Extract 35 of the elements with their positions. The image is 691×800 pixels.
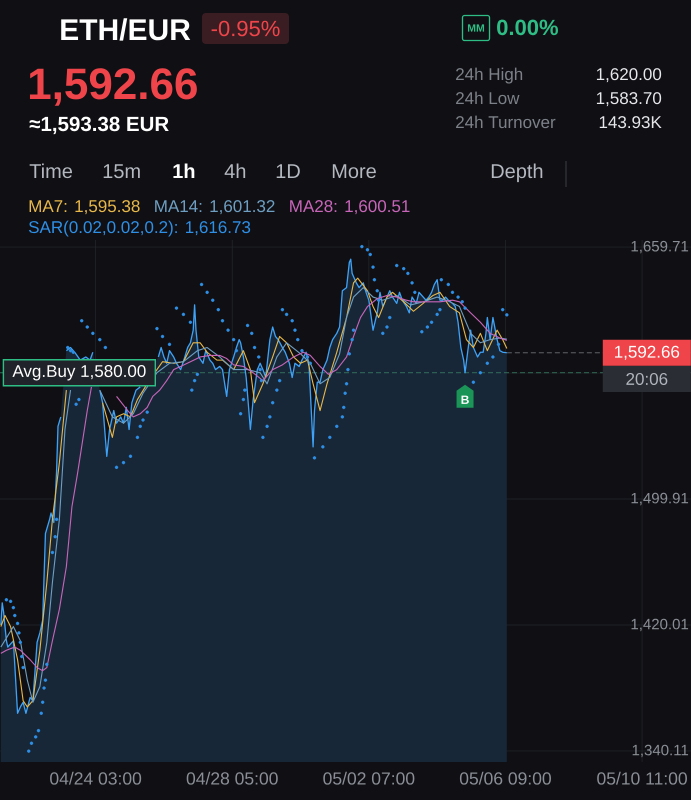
y-tick-label: 1,340.11 <box>632 744 688 758</box>
y-tick-label: 1,659.71 <box>632 240 688 254</box>
x-tick-label: 05/10 11:00 <box>597 772 687 785</box>
x-tick-label: 04/28 05:00 <box>186 772 278 785</box>
text: 24h Turnover <box>456 116 556 128</box>
y-tick-label: 1,499.91 <box>632 492 688 506</box>
text: 24h Low <box>456 92 520 104</box>
text: 24h High <box>456 68 522 84</box>
chart-title: ETH/EUR <box>61 18 190 41</box>
text: 1,620.00 <box>596 68 662 82</box>
text: Time <box>30 164 72 178</box>
annotation: 20:06 <box>626 372 668 386</box>
x-tick-label: 05/06 09:00 <box>460 772 551 785</box>
text: 1,583.70 <box>596 92 662 106</box>
annotation: B <box>462 396 469 404</box>
text: -0.95% <box>212 20 280 36</box>
text: More <box>332 164 376 178</box>
text: MA14: 1,601.32 <box>155 200 274 214</box>
text: 1,592.66 <box>30 68 197 106</box>
text: Depth <box>492 164 542 182</box>
y-tick-label: 1,420.01 <box>632 618 688 632</box>
text: 1h <box>173 164 194 178</box>
text: 4h <box>224 164 246 178</box>
text: 15m <box>104 164 140 178</box>
text: MA28: 1,600.51 <box>290 200 410 214</box>
text: ≈1,593.38 EUR <box>30 116 169 134</box>
ref-line-label: 1,592.66 <box>615 346 680 360</box>
text: 1D <box>276 164 300 178</box>
ref-line-label: Avg.Buy 1,580.00 <box>12 365 146 380</box>
text: 143.93K <box>600 116 662 128</box>
x-tick-label: 04/24 03:00 <box>50 772 142 785</box>
text: 0.00% <box>497 20 558 36</box>
text: MA7: 1,595.38 <box>30 200 140 214</box>
x-tick-label: 05/02 07:00 <box>323 772 414 785</box>
text: MM <box>468 24 484 32</box>
